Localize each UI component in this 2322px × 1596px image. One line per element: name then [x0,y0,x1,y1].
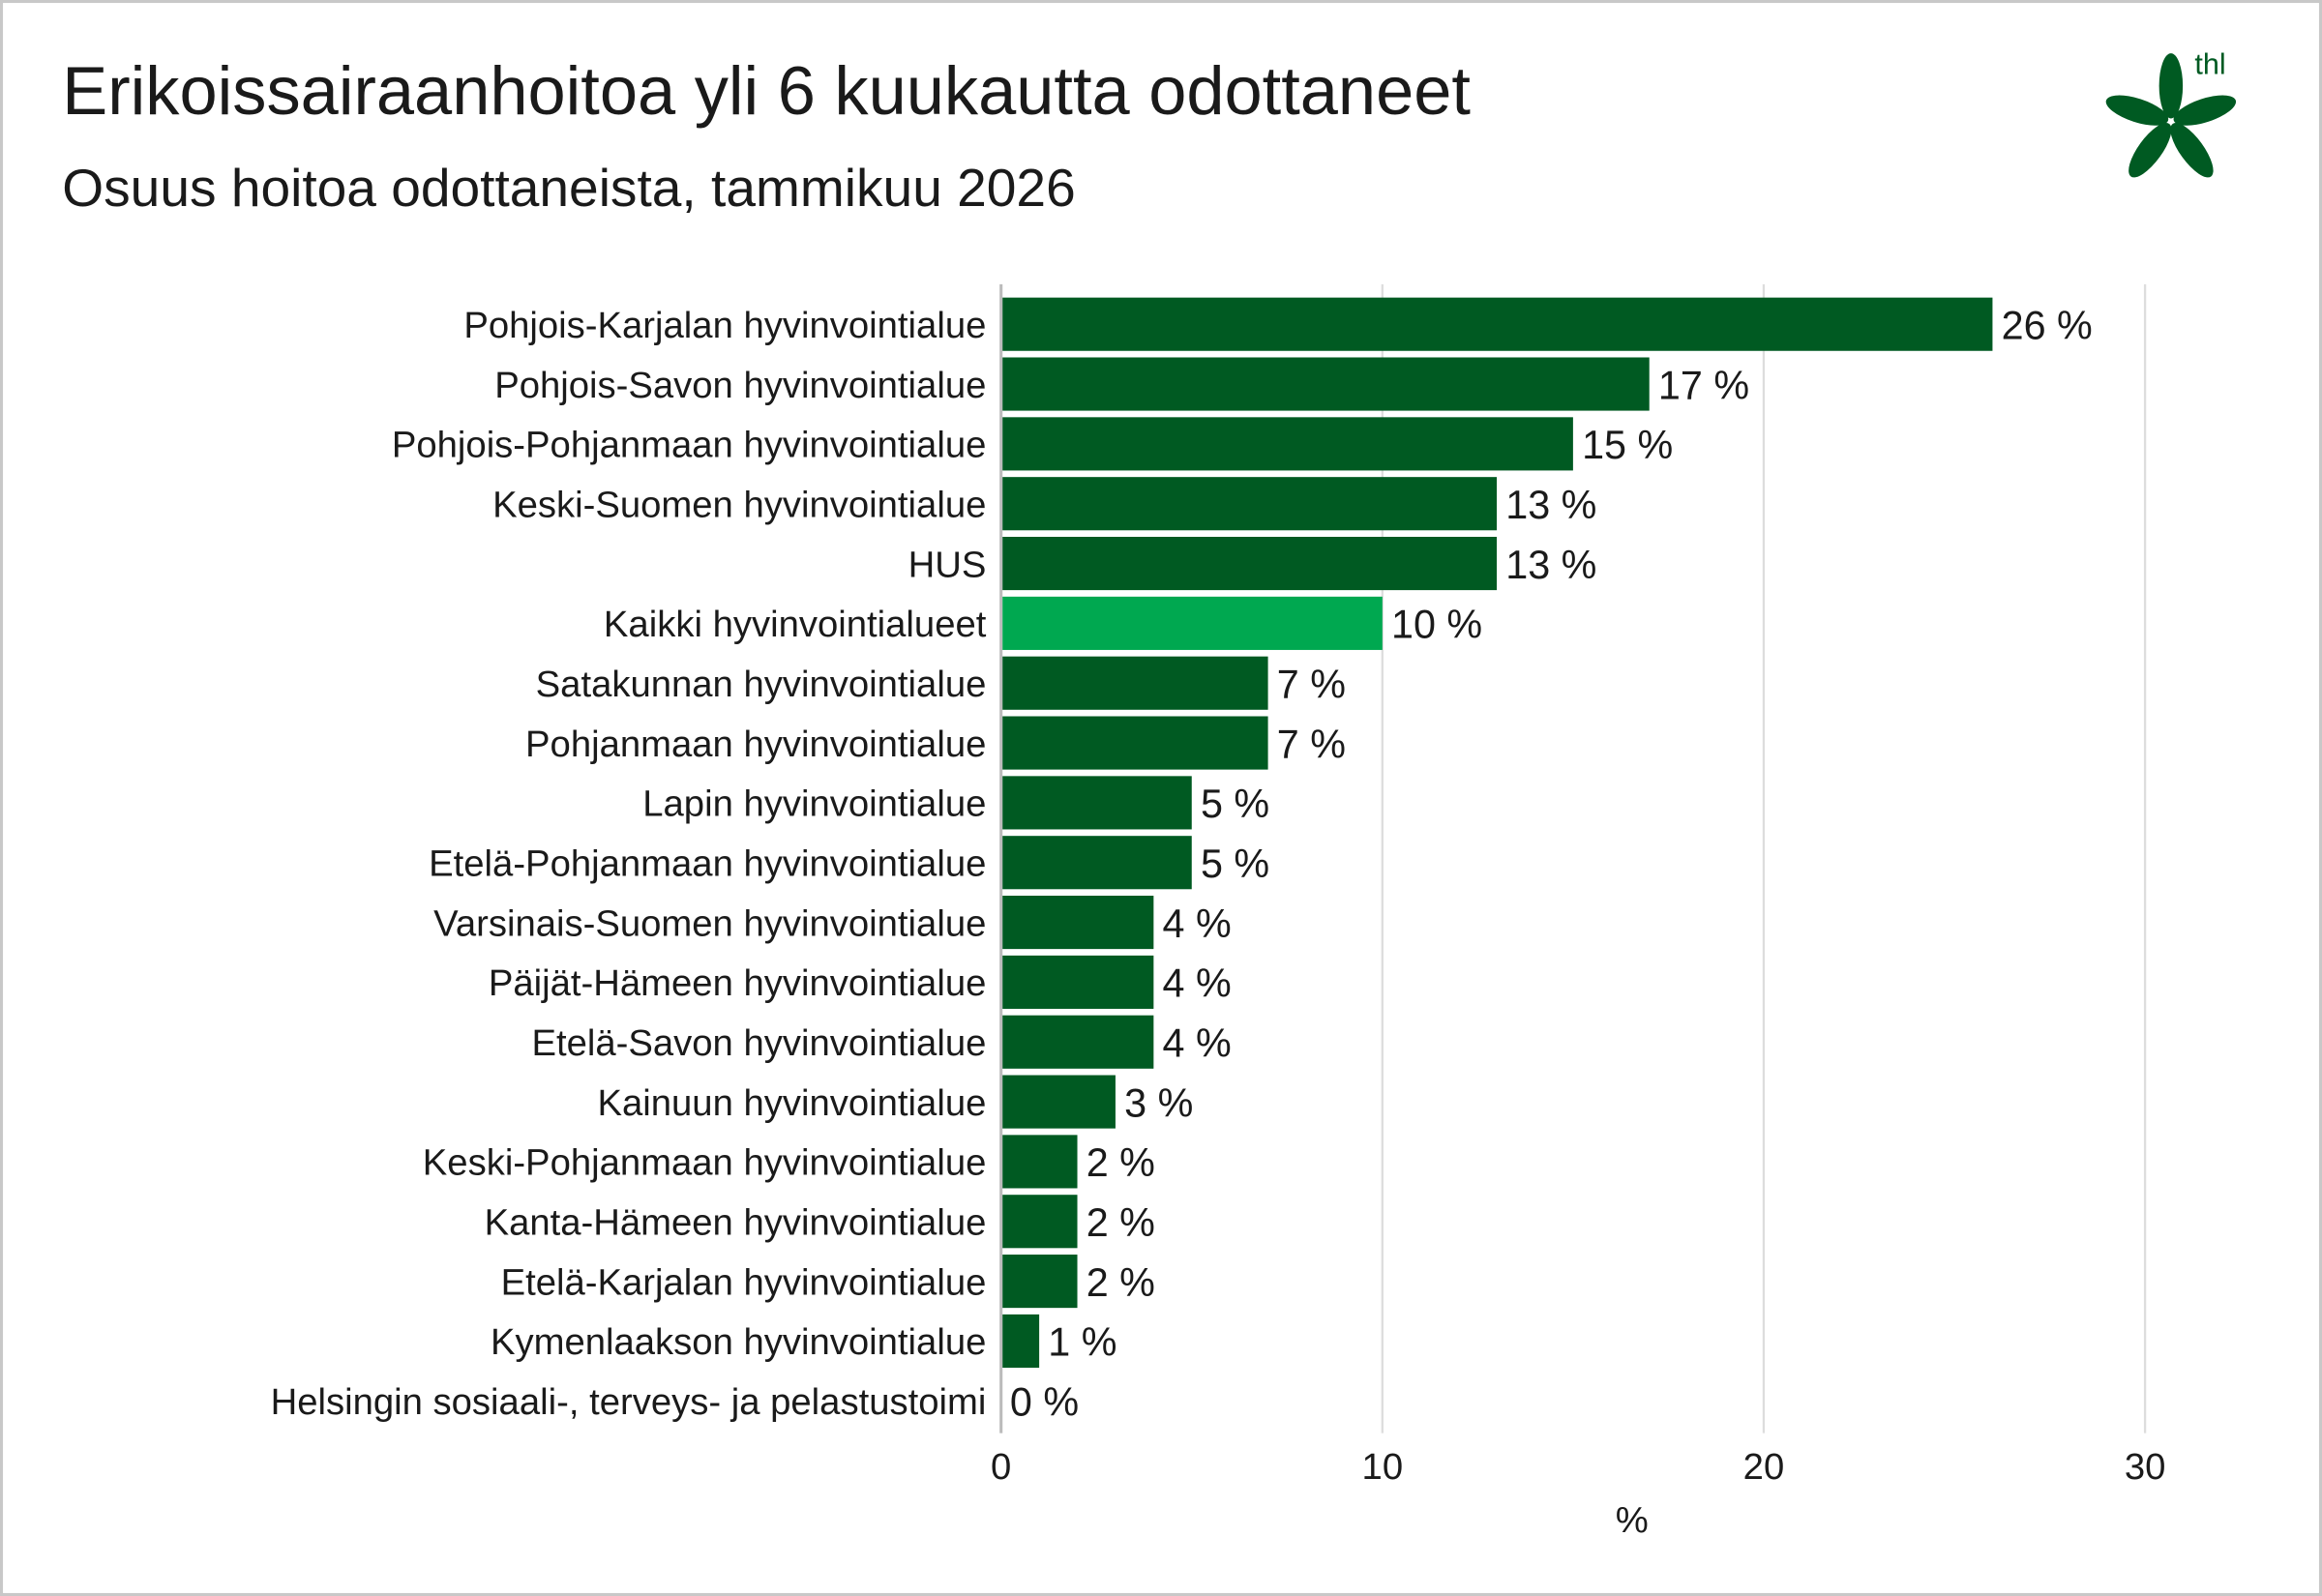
gridlines [999,283,2147,1433]
value-label: 0 % [1010,1380,1079,1425]
category-label: Päijät-Hämeen hyvinvointialue [489,962,987,1004]
logo-petal [2173,95,2237,126]
bar [1002,1255,1078,1309]
value-label: 13 % [1505,543,1596,587]
value-label: 2 % [1087,1260,1155,1305]
bar [1002,537,1498,591]
bar [1002,297,1993,351]
bar [1002,955,1154,1009]
value-label: 4 % [1163,961,1232,1006]
x-axis-title: % [1616,1499,1649,1541]
bar [1002,656,1268,710]
category-label: Pohjois-Savon hyvinvointialue [494,365,986,406]
x-tick-label: 30 [2125,1446,2166,1488]
bar [1002,357,1650,411]
value-label: 5 % [1201,782,1269,826]
category-label: Kaikki hyvinvointialueet [604,604,987,645]
logo-petal [2105,95,2169,126]
logo-petal [2158,53,2184,119]
value-label: 7 % [1277,663,1346,707]
value-label: 4 % [1163,901,1232,946]
bars [1002,297,1993,1368]
logo-text: thl [2194,48,2225,81]
value-label: 13 % [1505,483,1596,527]
value-label: 15 % [1582,423,1673,467]
category-label: Helsingin sosiaali-, terveys- ja pelastu… [271,1381,987,1423]
thl-logo: thl [2105,48,2237,178]
bar [1002,1075,1116,1129]
bar [1002,1135,1078,1189]
x-tick-label: 0 [991,1446,1011,1488]
x-tick-label: 20 [1743,1446,1785,1488]
category-label: Kymenlaakson hyvinvointialue [491,1321,986,1363]
category-label: Pohjois-Karjalan hyvinvointialue [463,305,986,346]
value-label: 2 % [1087,1140,1155,1185]
bar [1002,896,1154,950]
value-label: 2 % [1087,1200,1155,1245]
bar [1002,716,1268,770]
bar [1002,1195,1078,1249]
category-label: Pohjois-Pohjanmaan hyvinvointialue [392,425,987,466]
value-labels: 26 %17 %15 %13 %13 %10 %7 %7 %5 %5 %4 %4… [1010,304,2093,1425]
category-label: Varsinais-Suomen hyvinvointialue [433,902,986,944]
bar [1002,596,1383,650]
value-label: 1 % [1048,1320,1116,1365]
x-axis-ticks: 0 10 20 30 [991,1446,2165,1488]
category-label: Lapin hyvinvointialue [642,783,986,825]
category-label: Satakunnan hyvinvointialue [536,664,987,705]
bar [1002,776,1192,830]
bar [1002,417,1573,471]
value-label: 10 % [1391,603,1482,647]
bar [1002,1015,1154,1069]
bar [1002,1314,1040,1368]
value-label: 7 % [1277,722,1346,766]
bar [1002,477,1498,531]
value-label: 26 % [2002,304,2093,348]
category-label: Etelä-Pohjanmaan hyvinvointialue [429,843,986,885]
category-label: Keski-Suomen hyvinvointialue [492,484,986,525]
chart-subtitle: Osuus hoitoa odottaneista, tammikuu 2026 [62,158,1075,218]
category-label: Kanta-Hämeen hyvinvointialue [485,1202,987,1244]
value-label: 17 % [1658,363,1749,407]
value-label: 4 % [1163,1021,1232,1066]
category-label: Etelä-Savon hyvinvointialue [531,1022,986,1064]
logo-petal [2170,123,2214,178]
chart-title: Erikoissairaanhoitoa yli 6 kuukautta odo… [62,52,1471,129]
value-label: 5 % [1201,842,1269,886]
category-labels: Pohjois-Karjalan hyvinvointialue Pohjois-… [271,305,987,1423]
category-label: Keski-Pohjanmaan hyvinvointialue [423,1142,987,1184]
category-label: Pohjanmaan hyvinvointialue [525,724,986,765]
logo-petal [2128,123,2172,178]
category-label: HUS [908,544,987,585]
bar [1002,836,1192,890]
value-label: 3 % [1124,1080,1193,1125]
x-tick-label: 10 [1362,1446,1404,1488]
category-label: Kainuun hyvinvointialue [597,1082,986,1124]
category-label: Etelä-Karjalan hyvinvointialue [501,1261,987,1303]
